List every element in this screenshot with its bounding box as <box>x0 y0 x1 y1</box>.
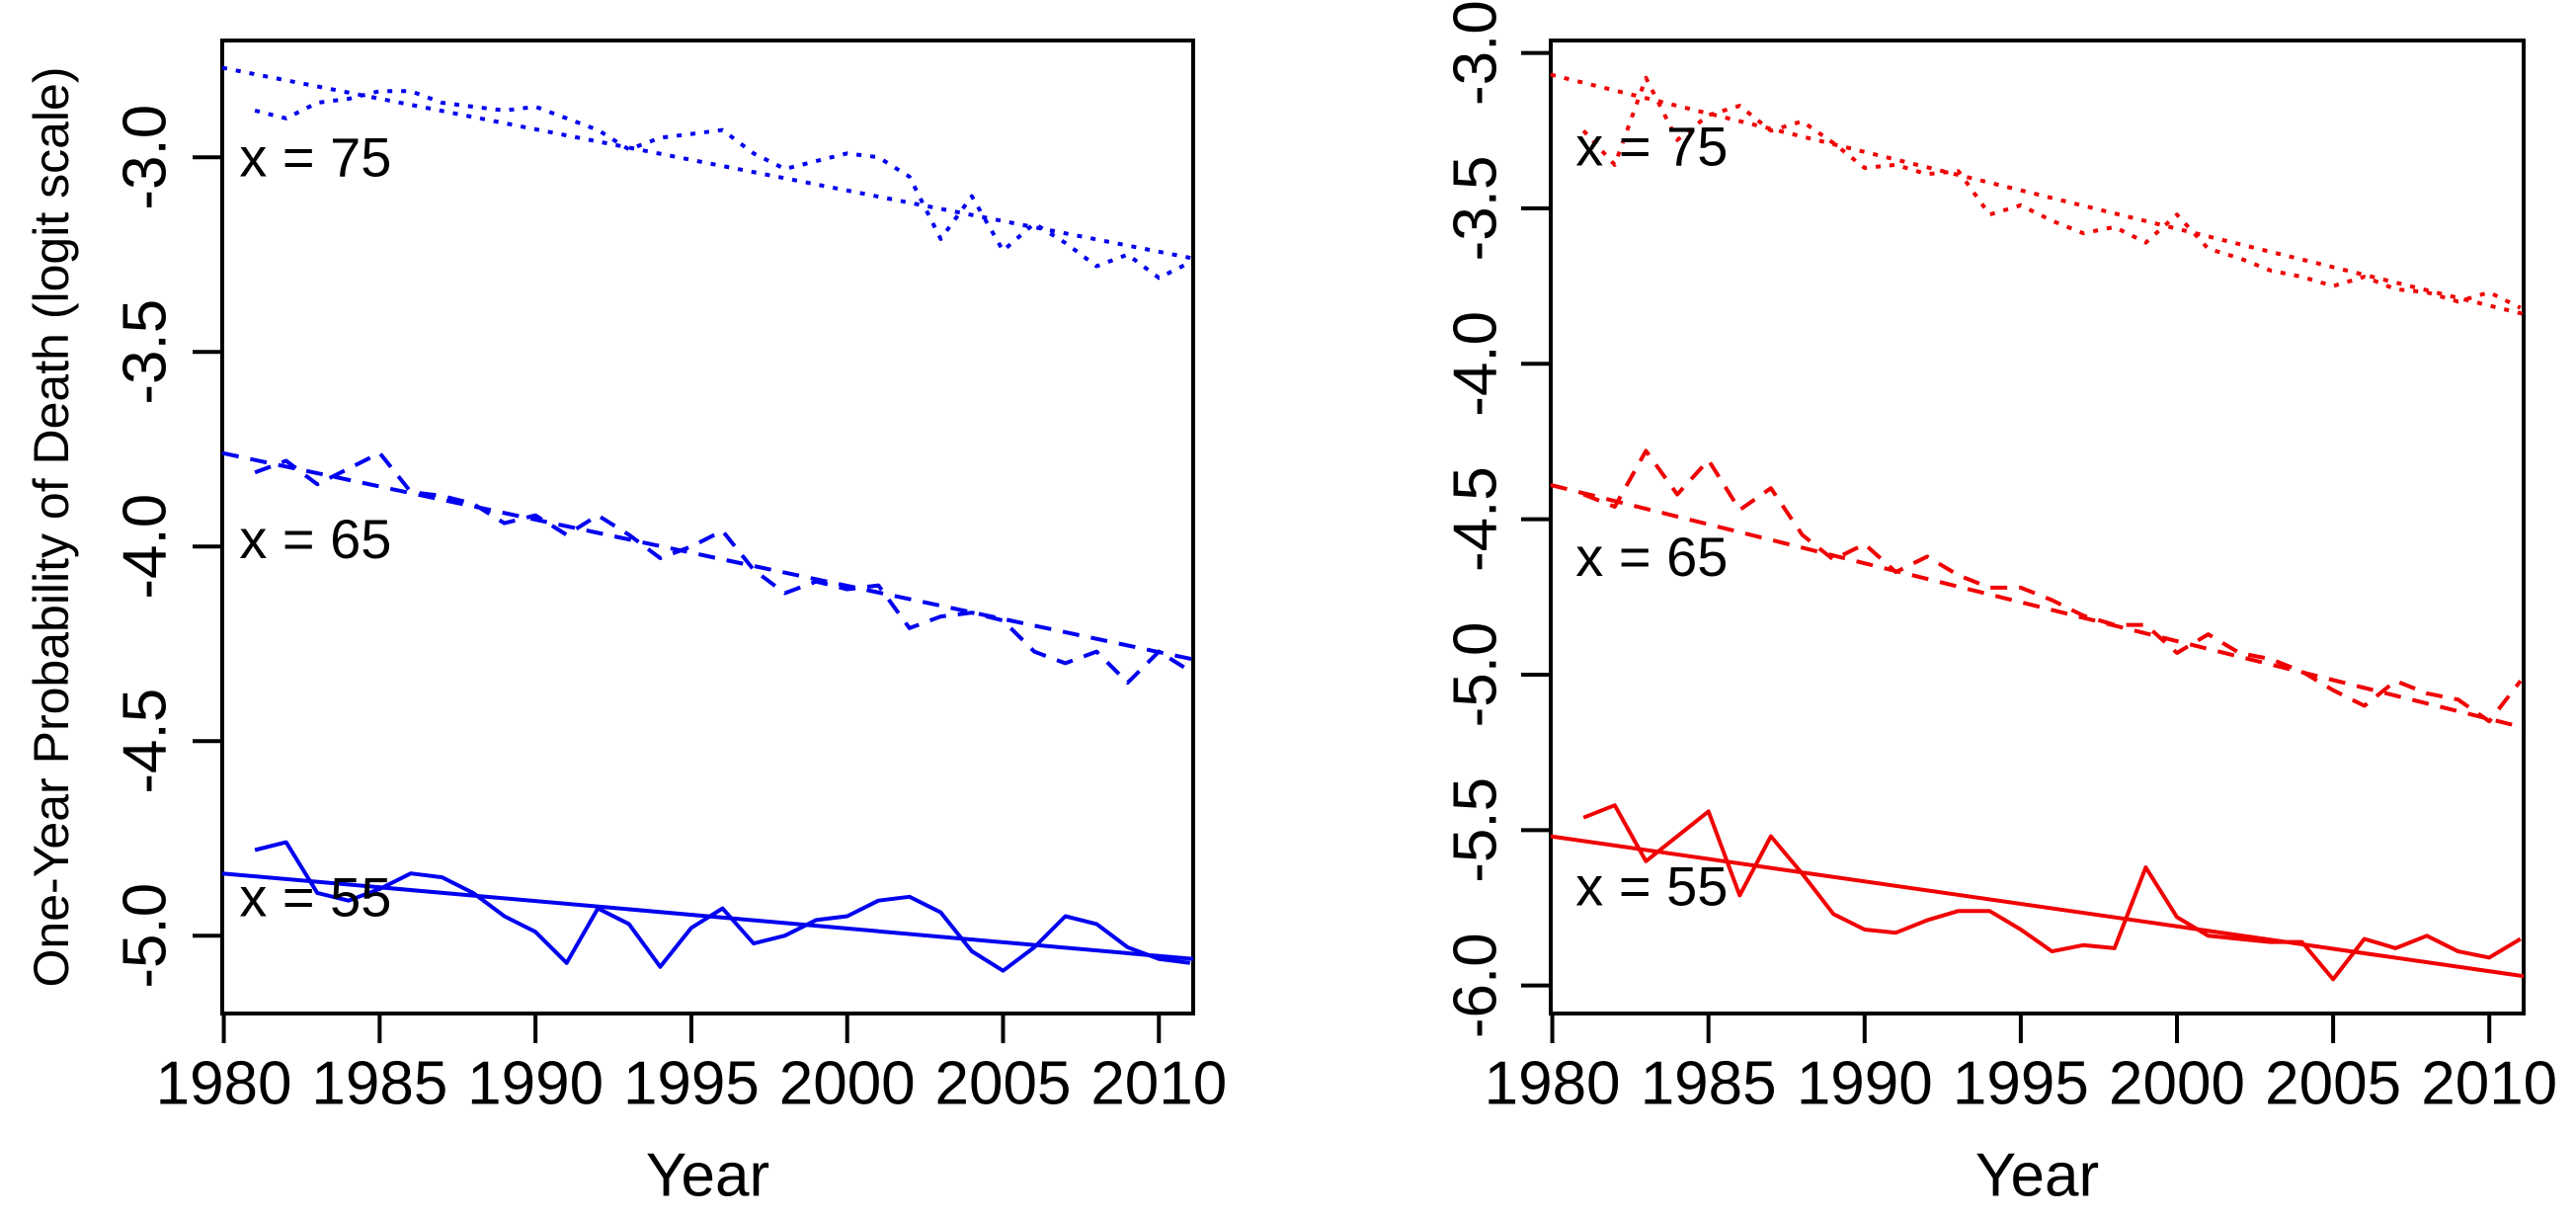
x-tick-label: 2005 <box>2265 1050 2401 1118</box>
y-tick-label: -3.0 <box>1442 0 1510 106</box>
x-tick-label: 1985 <box>1641 1050 1777 1118</box>
y-tick-label: -3.5 <box>112 299 180 405</box>
annotation-x=55: x = 55 <box>1575 854 1728 917</box>
y-tick-label: -5.0 <box>1442 622 1510 728</box>
x-tick-label: 1990 <box>467 1050 604 1118</box>
y-tick-label: -4.5 <box>112 689 180 794</box>
x-tick-label: 1995 <box>623 1050 760 1118</box>
x-tick-label: 1980 <box>1485 1050 1621 1118</box>
x-tick-label: 2000 <box>779 1050 916 1118</box>
y-tick-label: -3.0 <box>112 105 180 210</box>
plot-box-right <box>1549 39 2526 1015</box>
panel-left: 1980 1985 1990 1995 2000 2005 2010 -3.0 -3.5 -4.0… <box>112 39 1227 1210</box>
series-left-age-65-observed <box>254 450 1191 686</box>
series-left-age-65-trend <box>221 450 1194 662</box>
x-tick-label: 1995 <box>1953 1050 2089 1118</box>
annotation-x=75: x = 75 <box>1575 115 1728 177</box>
plot-box-left <box>220 39 1195 1015</box>
x-axis-title-left: Year <box>646 1142 769 1210</box>
series-right-age-75-trend <box>1550 72 2525 316</box>
y-tick-label: -4.5 <box>1442 466 1510 572</box>
y-tick-label: -5.0 <box>112 883 180 989</box>
series-right-age-65-observed <box>1582 448 2523 724</box>
x-tick-label: 2010 <box>2421 1050 2557 1118</box>
series-left-age-75-observed <box>254 89 1191 281</box>
y-tick-label: -4.0 <box>1442 311 1510 417</box>
series-right-age-75-observed <box>1581 75 2522 310</box>
series-left-age-55-observed <box>254 840 1191 973</box>
y-tick-label: -5.5 <box>1442 777 1510 883</box>
annotation-x=55: x = 55 <box>239 865 391 928</box>
x-tick-label: 2000 <box>2109 1050 2245 1118</box>
y-tick-label: -4.0 <box>112 494 180 600</box>
x-tick-label: 2005 <box>935 1050 1072 1118</box>
y-tick-label: -6.0 <box>1442 933 1510 1038</box>
x-tick-label: 1985 <box>311 1050 447 1118</box>
x-tick-label: 2010 <box>1090 1050 1227 1118</box>
series-left-age-55-trend <box>221 871 1194 961</box>
x-axis-title-right: Year <box>1975 1142 2099 1210</box>
x-tick-label: 1980 <box>156 1050 292 1118</box>
series-right-age-65-trend <box>1550 483 2525 730</box>
y-tick-label: -3.5 <box>1442 156 1510 262</box>
annotation-x=65: x = 65 <box>1575 526 1728 588</box>
annotation-x=75: x = 75 <box>239 126 391 189</box>
x-tick-label: 1990 <box>1797 1050 1933 1118</box>
series-right-age-55-observed <box>1582 803 2522 982</box>
annotation-x=65: x = 65 <box>239 508 391 570</box>
series-right-age-55-trend <box>1550 834 2525 979</box>
panel-right: 1980 1985 1990 1995 2000 2005 2010 -3.0 -3.5 -4.0… <box>1442 0 2558 1209</box>
y-axis-title: One-Year Probability of Death (logit sca… <box>24 67 79 988</box>
